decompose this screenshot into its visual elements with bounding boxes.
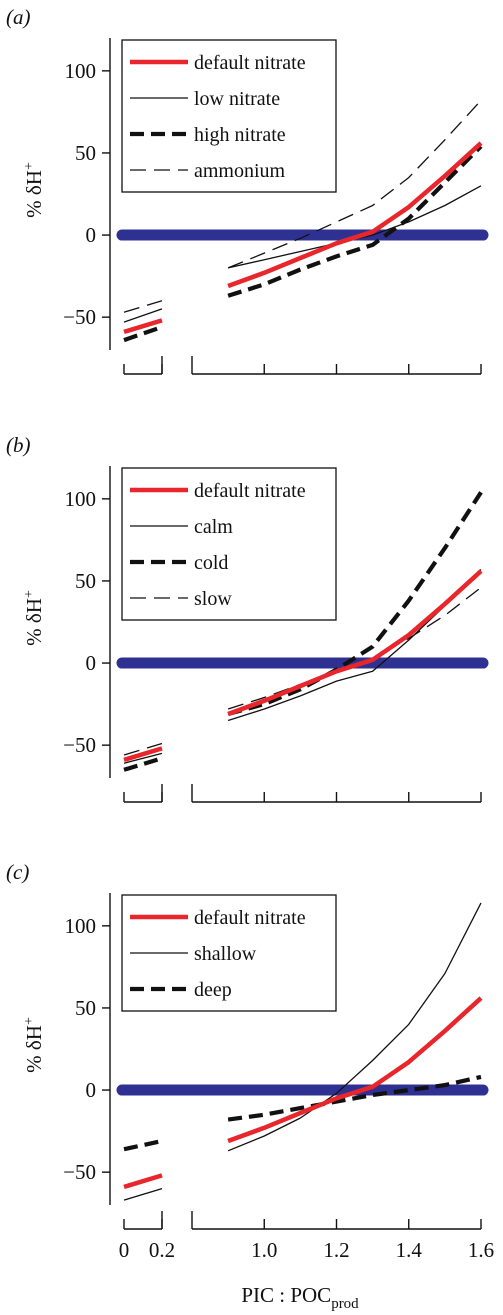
y-axis-title: % δH+ — [22, 1017, 46, 1073]
series-line-default-nitrate-segment-2 — [227, 996, 483, 1144]
legend-label: default nitrate — [194, 52, 306, 74]
y-tick-label: 50 — [75, 569, 96, 593]
y-tick-label: 50 — [75, 996, 96, 1020]
y-tick-label: 100 — [65, 914, 97, 938]
series-line-cold-segment-1 — [123, 756, 163, 772]
legend-label: default nitrate — [194, 907, 306, 929]
legend-label: cold — [194, 552, 228, 574]
legend-label: deep — [194, 979, 232, 1001]
x-tick-label: 1.4 — [396, 1238, 423, 1262]
series-line-shallow-segment-2 — [227, 902, 482, 1152]
series-line-shallow-segment-1 — [123, 1187, 163, 1201]
shared-x-axis-title: PIC : POCprod — [241, 1283, 359, 1312]
y-axis-title-sup: + — [22, 590, 37, 598]
series-line-cold-segment-2 — [227, 491, 483, 717]
y-axis-title-main: % δH — [22, 598, 46, 646]
y-axis-title-main: % δH — [22, 1025, 46, 1073]
x-tick-label: 0 — [119, 1238, 130, 1262]
series-line-default-nitrate-segment-2 — [227, 141, 483, 289]
shared-x-axis-title-main: PIC : POC — [241, 1283, 331, 1307]
series-line-ammonium-segment-2 — [227, 99, 482, 269]
series-line-slow-segment-1 — [123, 742, 163, 756]
series-line-default-nitrate-segment-1 — [123, 318, 163, 335]
y-axis-title: % δH+ — [22, 162, 46, 218]
series-line-default-nitrate-segment-1 — [123, 1173, 163, 1190]
series-line-default-nitrate-segment-2 — [227, 569, 483, 717]
y-axis-title-sup: + — [22, 162, 37, 170]
x-tick-label: 1.0 — [251, 1238, 277, 1262]
legend-label: default nitrate — [194, 480, 306, 502]
series-line-low-nitrate-segment-1 — [123, 308, 163, 323]
y-tick-label: −50 — [63, 305, 96, 329]
legend-box — [121, 467, 337, 621]
y-axis-title: % δH+ — [22, 590, 46, 646]
y-tick-label: 0 — [86, 651, 97, 675]
legend-box — [121, 39, 337, 193]
legend-label: high nitrate — [194, 124, 286, 146]
legend-label: slow — [194, 588, 232, 610]
y-tick-label: 100 — [65, 59, 97, 83]
y-tick-label: −50 — [63, 733, 96, 757]
series-line-deep-segment-1 — [123, 1138, 163, 1152]
y-axis-title-main: % δH — [22, 170, 46, 218]
series-line-high-nitrate-segment-2 — [227, 144, 483, 298]
panel-2: (b) −50 0 50 100 % δH+ default nitrate calm cold… — [6, 433, 489, 803]
shared-x-axis-title-sub: prod — [331, 1296, 359, 1312]
series-line-deep-segment-2 — [227, 1074, 482, 1122]
x-tick-label: 0.2 — [149, 1238, 175, 1262]
series-line-high-nitrate-segment-1 — [123, 325, 163, 343]
series-line-default-nitrate-segment-1 — [123, 746, 163, 763]
panel-1: (a) −50 0 50 100 % δH+ default nitrate low nitr… — [6, 5, 489, 375]
series-line-ammonium-segment-1 — [123, 300, 163, 313]
legend-label: calm — [194, 516, 233, 538]
panel-label: (b) — [6, 433, 31, 457]
legend-label: ammonium — [194, 160, 286, 182]
panel-label: (a) — [6, 5, 31, 29]
panel-label: (c) — [6, 860, 29, 884]
x-tick-label: 1.6 — [468, 1238, 494, 1262]
x-tick-label: 1.2 — [323, 1238, 349, 1262]
y-tick-label: 100 — [65, 487, 97, 511]
y-tick-label: 50 — [75, 141, 96, 165]
y-axis-title-sup: + — [22, 1017, 37, 1025]
y-tick-label: 0 — [86, 223, 97, 247]
y-tick-label: 0 — [86, 1078, 97, 1102]
series-line-low-nitrate-segment-2 — [227, 185, 482, 269]
y-tick-label: −50 — [63, 1160, 96, 1184]
legend-label: shallow — [194, 943, 257, 965]
legend-label: low nitrate — [194, 88, 280, 110]
series-line-calm-segment-1 — [123, 752, 163, 764]
